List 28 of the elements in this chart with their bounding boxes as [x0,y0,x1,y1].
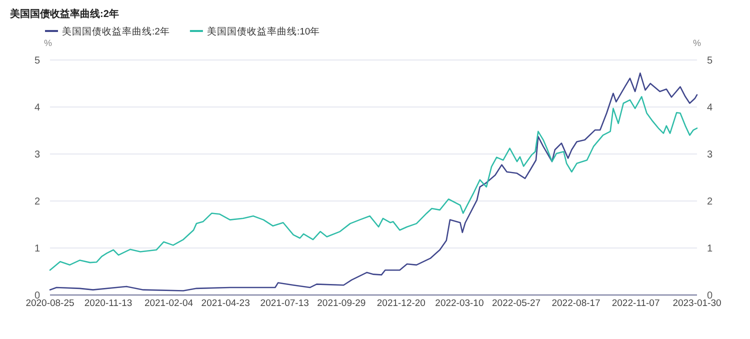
legend-label: 美国国债收益率曲线:2年 [62,26,170,38]
x-tick-label: 2020-08-25 [26,298,74,309]
x-tick-label: 2021-12-20 [376,298,426,309]
y-tick-label: 4 [34,102,40,114]
x-tick-label: 2021-02-04 [144,298,194,309]
x-tick-label: 2022-03-10 [435,298,484,309]
x-tick-label: 2021-04-23 [201,298,250,309]
x-tick-label: 2021-09-29 [317,298,366,309]
y2-tick-label: 5 [707,56,713,66]
y2-tick-label: 3 [707,150,713,160]
legend-label: 美国国债收益率曲线:10年 [206,26,320,38]
y-axis-title: % [44,38,52,48]
line-series [49,72,698,292]
line-series [49,96,698,271]
y-tick-label: 1 [34,244,40,254]
y-tick-label: 3 [34,150,40,160]
x-tick-label: 2020-11-13 [84,298,132,309]
x-tick-label: 2021-07-13 [260,298,309,309]
y2-tick-label: 1 [707,244,713,254]
y2-tick-label: 4 [707,102,713,114]
chart-title: 美国国债收益率曲线:2年 [9,8,119,20]
y-tick-label: 2 [34,196,40,208]
x-tick-label: 2022-11-07 [612,298,660,309]
x-tick-label: 2022-08-17 [552,298,600,309]
y2-tick-label: 2 [707,196,713,208]
y2-axis-title: % [692,38,702,48]
x-tick-label: 2022-05-27 [492,298,541,309]
y-tick-label: 5 [34,56,40,66]
